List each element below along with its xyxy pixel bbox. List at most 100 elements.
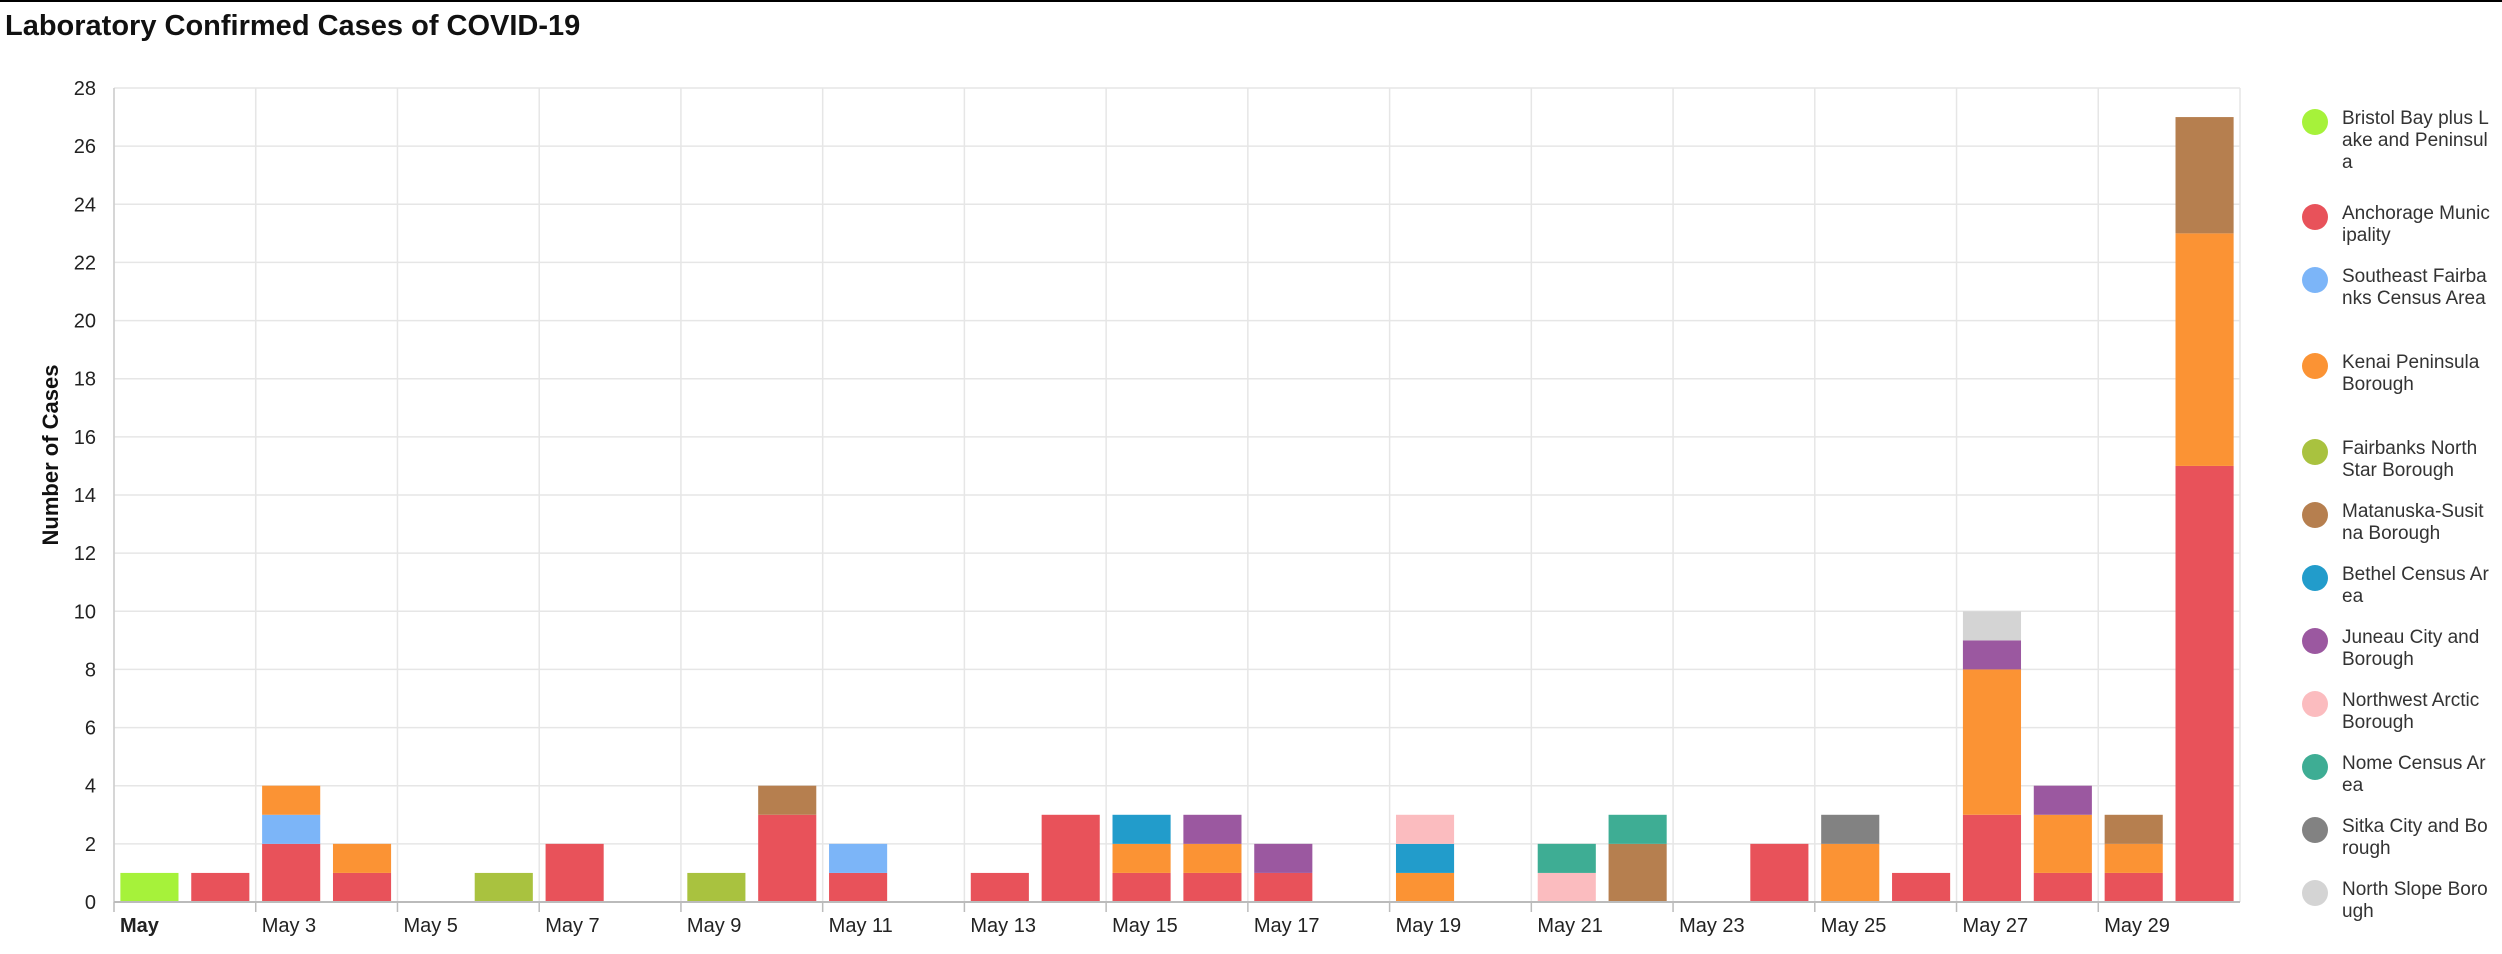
legend-swatch xyxy=(2302,817,2328,843)
bar-segment xyxy=(687,872,746,902)
bar-segment xyxy=(332,872,392,902)
bar-segment xyxy=(1041,814,1100,902)
bar-segment xyxy=(120,872,179,902)
legend-swatch xyxy=(2302,565,2328,591)
legend-item: Kenai Peninsula Borough xyxy=(2302,352,2492,396)
legend-item: North Slope Borough xyxy=(2302,879,2492,923)
x-tick-label: May xyxy=(120,915,160,937)
legend-label: Kenai Peninsula Borough xyxy=(2342,352,2480,395)
bar-segment xyxy=(2104,872,2163,902)
bar-segment xyxy=(2033,872,2092,902)
legend-swatch xyxy=(2302,439,2328,465)
y-tick-label: 28 xyxy=(74,78,96,100)
bar-segment xyxy=(1112,872,1171,902)
y-axis-label: Number of Cases xyxy=(38,365,63,546)
x-tick-label: May 17 xyxy=(1254,915,1320,937)
bar-segment xyxy=(1254,843,1313,873)
legend-label: Northwest Arctic Borough xyxy=(2342,690,2480,733)
bar-segment xyxy=(1112,814,1171,844)
y-tick-label: 12 xyxy=(74,543,96,565)
bar-segment xyxy=(2175,465,2234,902)
legend-label: Juneau City and Borough xyxy=(2342,627,2480,670)
bar-segment xyxy=(1395,814,1455,844)
bar-segment xyxy=(2033,785,2092,815)
y-tick-label: 24 xyxy=(74,194,96,216)
legend-swatch xyxy=(2302,691,2328,717)
x-tick-label: May 25 xyxy=(1821,915,1887,937)
x-tick-label: May 13 xyxy=(970,915,1036,937)
x-tick-label: May 7 xyxy=(545,915,599,937)
legend-label: Bristol Bay plus Lake and Peninsula xyxy=(2342,108,2489,173)
bar-segment xyxy=(545,843,604,902)
chart-title: Laboratory Confirmed Cases of COVID-19 xyxy=(5,10,581,42)
legend-label: Fairbanks North Star Borough xyxy=(2342,438,2478,481)
bar-segment xyxy=(2104,814,2163,844)
legend-item: Sitka City and Borough xyxy=(2302,816,2492,860)
bar-segment xyxy=(758,814,817,902)
bar-segment xyxy=(1750,843,1809,902)
gridlines xyxy=(113,87,2241,903)
y-tick-label: 0 xyxy=(85,892,96,914)
bar-segment xyxy=(1537,872,1596,902)
y-tick-label: 20 xyxy=(74,311,96,333)
legend-label: Sitka City and Borough xyxy=(2342,816,2488,859)
bar-segment xyxy=(829,872,888,902)
bar-segment xyxy=(1254,872,1313,902)
bar-segment xyxy=(1821,814,1880,844)
y-tick-label: 2 xyxy=(85,834,96,856)
legend-swatch xyxy=(2302,628,2328,654)
x-tick-label: May 29 xyxy=(2104,915,2170,937)
bar-segment xyxy=(2104,843,2163,873)
x-tick-label: May 11 xyxy=(829,915,893,937)
legend-swatch xyxy=(2302,204,2328,230)
bar-segment xyxy=(1962,814,2022,902)
bar-segment xyxy=(2175,117,2234,234)
legend-label: Anchorage Municipality xyxy=(2342,203,2490,246)
bar-segment xyxy=(1395,843,1455,873)
bar-segment xyxy=(474,872,533,902)
x-tick-label: May 23 xyxy=(1679,915,1745,937)
legend-swatch xyxy=(2302,754,2328,780)
bar-segment xyxy=(262,843,321,902)
legend-swatch xyxy=(2302,353,2328,379)
bar-segment xyxy=(1537,843,1596,873)
bar-segment xyxy=(1962,611,2022,641)
legend-item: Northwest Arctic Borough xyxy=(2302,690,2492,734)
bar-segment xyxy=(970,872,1029,902)
y-tick-label: 18 xyxy=(74,369,96,391)
x-tick-label: May 9 xyxy=(687,915,741,937)
legend-item: Fairbanks North Star Borough xyxy=(2302,438,2492,482)
x-tick-label: May 5 xyxy=(403,915,457,937)
y-tick-label: 16 xyxy=(74,427,96,449)
legend-item: Southeast Fairbanks Census Area xyxy=(2302,266,2492,310)
bar-segment xyxy=(262,785,321,815)
x-tick-label: May 3 xyxy=(262,915,316,937)
bar-segment xyxy=(1962,640,2022,670)
bars xyxy=(120,117,2234,902)
bar-segment xyxy=(758,785,817,815)
legend-swatch xyxy=(2302,880,2328,906)
legend-label: Nome Census Area xyxy=(2342,753,2486,796)
bar-segment xyxy=(1183,814,1242,844)
bar-segment xyxy=(1112,843,1171,873)
bar-segment xyxy=(1183,843,1242,873)
bar-segment xyxy=(1183,872,1242,902)
legend-swatch xyxy=(2302,502,2328,528)
top-border xyxy=(0,0,2502,2)
x-tick-label: May 19 xyxy=(1396,915,1462,937)
bar-segment xyxy=(332,843,392,873)
bar-segment xyxy=(1608,843,1667,902)
legend-label: Bethel Census Area xyxy=(2342,564,2489,607)
legend-label: North Slope Borough xyxy=(2342,879,2488,922)
x-tick-label: May 15 xyxy=(1112,915,1178,937)
legend-item: Nome Census Area xyxy=(2302,753,2492,797)
legend-swatch xyxy=(2302,109,2328,135)
bar-segment xyxy=(829,843,888,873)
legend-item: Bristol Bay plus Lake and Peninsula xyxy=(2302,108,2492,174)
bar-segment xyxy=(191,872,250,902)
y-tick-label: 26 xyxy=(74,136,96,158)
y-tick-label: 10 xyxy=(74,601,96,623)
y-tick-label: 22 xyxy=(74,252,96,274)
x-tick-label: May 27 xyxy=(1963,915,2029,937)
